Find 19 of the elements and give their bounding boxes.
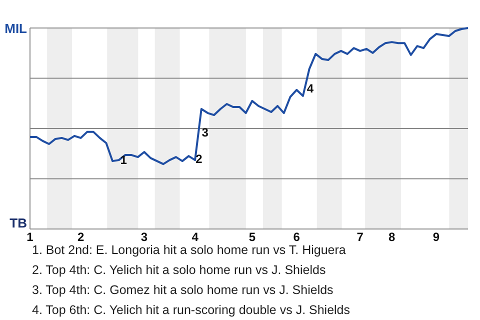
- x-tick-label: 4: [192, 230, 199, 244]
- text: TB: [10, 216, 27, 231]
- text: 2. Top 4th: C. Yelich hit a solo home run vs J. Shields: [32, 263, 326, 277]
- x-tick-label: 1: [26, 230, 34, 244]
- annotation: 1: [120, 152, 128, 167]
- x-tick-label: 3: [140, 230, 148, 244]
- text: MIL: [4, 21, 28, 36]
- x-tick-label: 6: [293, 230, 300, 244]
- text: 3. Top 4th: C. Gomez hit a solo home run vs J. Shields: [32, 283, 334, 297]
- text: 4. Top 6th: C. Yelich hit a run-scoring double vs J. Shields: [32, 303, 350, 317]
- annotation: 4: [306, 82, 314, 96]
- annotation: 2: [196, 152, 203, 166]
- text: 1. Bot 2nd: E. Longoria hit a solo home run vs T. Higuera: [32, 243, 346, 257]
- x-tick-label: 9: [432, 230, 440, 244]
- x-tick-label: 8: [388, 230, 396, 244]
- annotation: 3: [202, 126, 209, 140]
- x-tick-label: 5: [248, 230, 256, 244]
- x-tick-label: 2: [77, 230, 84, 244]
- x-tick-label: 7: [356, 230, 364, 244]
